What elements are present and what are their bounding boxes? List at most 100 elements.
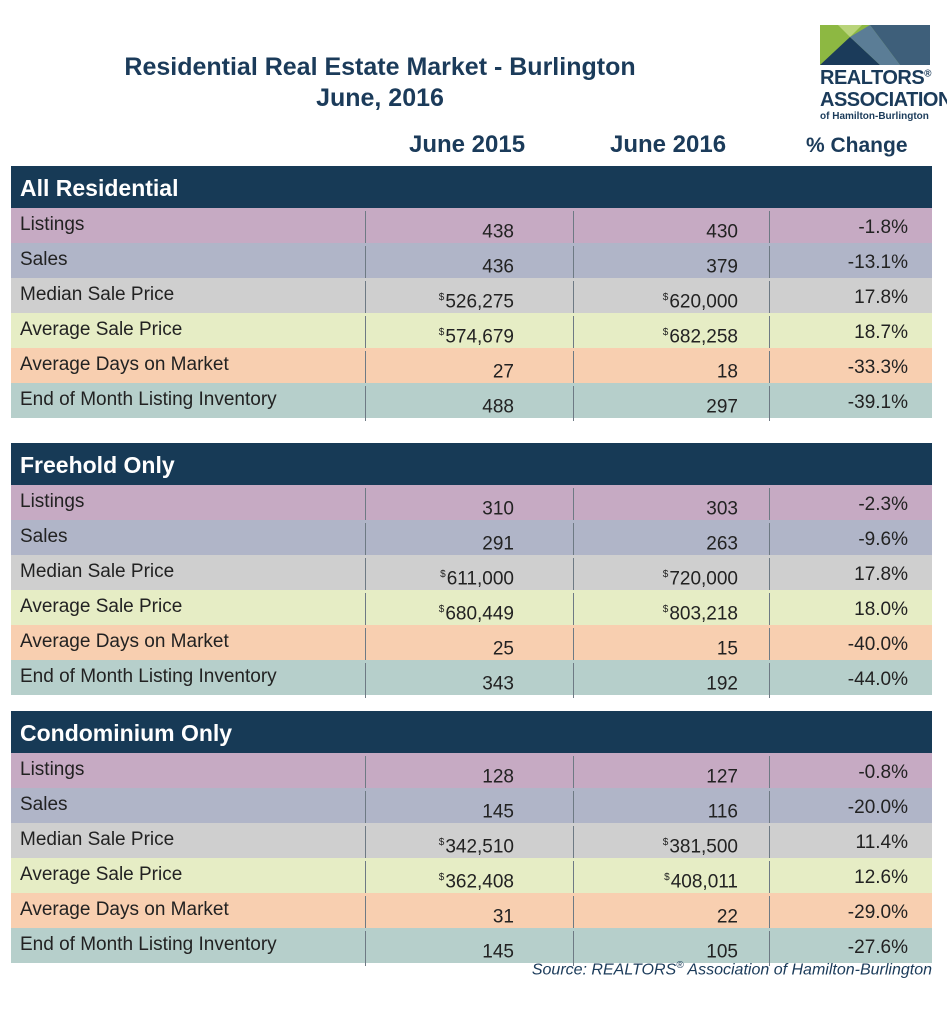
value-2015-cell: 438	[365, 211, 574, 246]
logo-text-realtors: REALTORS®	[820, 67, 932, 89]
value-2015-cell: 31	[365, 896, 574, 931]
value-2016: 430	[706, 221, 738, 243]
value-2016: 22	[716, 906, 738, 928]
currency-symbol: $	[662, 604, 669, 615]
row-label: Median Sale Price	[20, 829, 175, 850]
value-2016: 303	[706, 498, 738, 520]
table-row: Sales 436 379 -13.1%	[11, 243, 932, 281]
value-2015-cell: $574,679	[365, 316, 574, 351]
value-2016-cell: 15	[573, 628, 770, 663]
value-2016: 192	[706, 673, 738, 695]
percent-change: -27.6%	[769, 931, 932, 966]
currency-symbol: $	[662, 292, 669, 303]
logo-text-region: of Hamilton-Burlington	[820, 111, 929, 122]
value-2016-cell: 263	[573, 523, 770, 558]
percent-change: -29.0%	[769, 896, 932, 931]
value-2016-cell: 105	[573, 931, 770, 966]
value-2016-cell: 116	[573, 791, 770, 826]
percent-change: -2.3%	[769, 488, 932, 523]
row-label: Average Days on Market	[20, 354, 229, 375]
report-title-line1: Residential Real Estate Market - Burling…	[124, 53, 636, 81]
percent-change: 17.8%	[769, 281, 932, 316]
value-2015: 574,679	[445, 326, 514, 348]
row-label: Average Sale Price	[20, 319, 183, 340]
column-header-change: % Change	[806, 134, 908, 157]
row-label: Listings	[20, 759, 85, 780]
value-2015: 362,408	[445, 871, 514, 893]
table-row: Median Sale Price $342,510 $381,500 11.4%	[11, 823, 932, 861]
table-row: Sales 145 116 -20.0%	[11, 788, 932, 826]
value-2015-cell: 310	[365, 488, 574, 523]
value-2015: 611,000	[446, 568, 514, 590]
table-row: Median Sale Price $611,000 $720,000 17.8%	[11, 555, 932, 593]
value-2016-cell: 430	[573, 211, 770, 246]
value-2015-cell: 145	[365, 931, 574, 966]
logo-text-association: ASSOCIATION	[820, 89, 947, 111]
percent-change: 18.0%	[769, 593, 932, 628]
value-2015-cell: $342,510	[365, 826, 574, 861]
value-2015: 25	[492, 638, 514, 660]
value-2015: 128	[482, 766, 514, 788]
table-row: Listings 310 303 -2.3%	[11, 485, 932, 523]
value-2016-cell: $720,000	[573, 558, 770, 593]
value-2016: 381,500	[669, 836, 738, 858]
source-note: Source: REALTORS® Association of Hamilto…	[531, 960, 932, 979]
currency-symbol: $	[438, 837, 445, 848]
table-row: Average Days on Market 25 15 -40.0%	[11, 625, 932, 663]
table-row: Listings 438 430 -1.8%	[11, 208, 932, 246]
value-2016-cell: $803,218	[573, 593, 770, 628]
value-2015-cell: 343	[365, 663, 574, 698]
table-row: Average Sale Price $574,679 $682,258 18.7%	[11, 313, 932, 351]
currency-symbol: $	[438, 327, 445, 338]
percent-change: -33.3%	[769, 351, 932, 386]
row-label: Median Sale Price	[20, 561, 175, 582]
table-row: Listings 128 127 -0.8%	[11, 753, 932, 791]
value-2015: 145	[482, 941, 514, 963]
table-row: End of Month Listing Inventory 343 192 -44.…	[11, 660, 932, 698]
row-label: Sales	[20, 526, 68, 547]
currency-symbol: $	[438, 292, 445, 303]
table-section: Freehold Only Listings 310 303 -2.3% Sales 291…	[11, 443, 932, 698]
value-2015: 438	[482, 221, 514, 243]
value-2015: 526,275	[445, 291, 514, 313]
percent-change: 17.8%	[769, 558, 932, 593]
currency-symbol: $	[662, 837, 669, 848]
value-2015: 436	[482, 256, 514, 278]
percent-change: 18.7%	[769, 316, 932, 351]
table-row: Average Sale Price $362,408 $408,011 12.6%	[11, 858, 932, 896]
value-2016-cell: 303	[573, 488, 770, 523]
row-label: End of Month Listing Inventory	[20, 934, 277, 955]
value-2016: 720,000	[669, 568, 738, 590]
value-2016-cell: 18	[573, 351, 770, 386]
value-2016: 18	[716, 361, 738, 383]
row-label: Average Sale Price	[20, 864, 183, 885]
value-2016: 263	[706, 533, 738, 555]
row-label: Average Sale Price	[20, 596, 183, 617]
value-2015-cell: $680,449	[365, 593, 574, 628]
value-2015: 145	[482, 801, 514, 823]
currency-symbol: $	[664, 872, 670, 883]
value-2015: 343	[482, 673, 514, 695]
section-title: Freehold Only	[11, 443, 932, 485]
percent-change: -40.0%	[769, 628, 932, 663]
table-row: Average Sale Price $680,449 $803,218 18.0%	[11, 590, 932, 628]
table-row: Average Days on Market 27 18 -33.3%	[11, 348, 932, 386]
currency-symbol: $	[438, 872, 445, 883]
value-2015-cell: 128	[365, 756, 574, 791]
report-title-line2: June, 2016	[316, 84, 444, 112]
value-2015-cell: 291	[365, 523, 574, 558]
row-label: End of Month Listing Inventory	[20, 389, 277, 410]
value-2016: 408,011	[670, 871, 738, 893]
value-2016-cell: $682,258	[573, 316, 770, 351]
table-row: Sales 291 263 -9.6%	[11, 520, 932, 558]
value-2016-cell: $408,011	[573, 861, 770, 896]
percent-change: -44.0%	[769, 663, 932, 698]
table-row: Median Sale Price $526,275 $620,000 17.8%	[11, 278, 932, 316]
row-label: Sales	[20, 249, 68, 270]
table-row: End of Month Listing Inventory 145 105 -27.…	[11, 928, 932, 966]
logo-mark-icon	[820, 25, 930, 65]
percent-change: 12.6%	[769, 861, 932, 896]
column-header-2016: June 2016	[610, 131, 727, 158]
currency-symbol: $	[440, 569, 446, 580]
value-2016: 127	[706, 766, 738, 788]
